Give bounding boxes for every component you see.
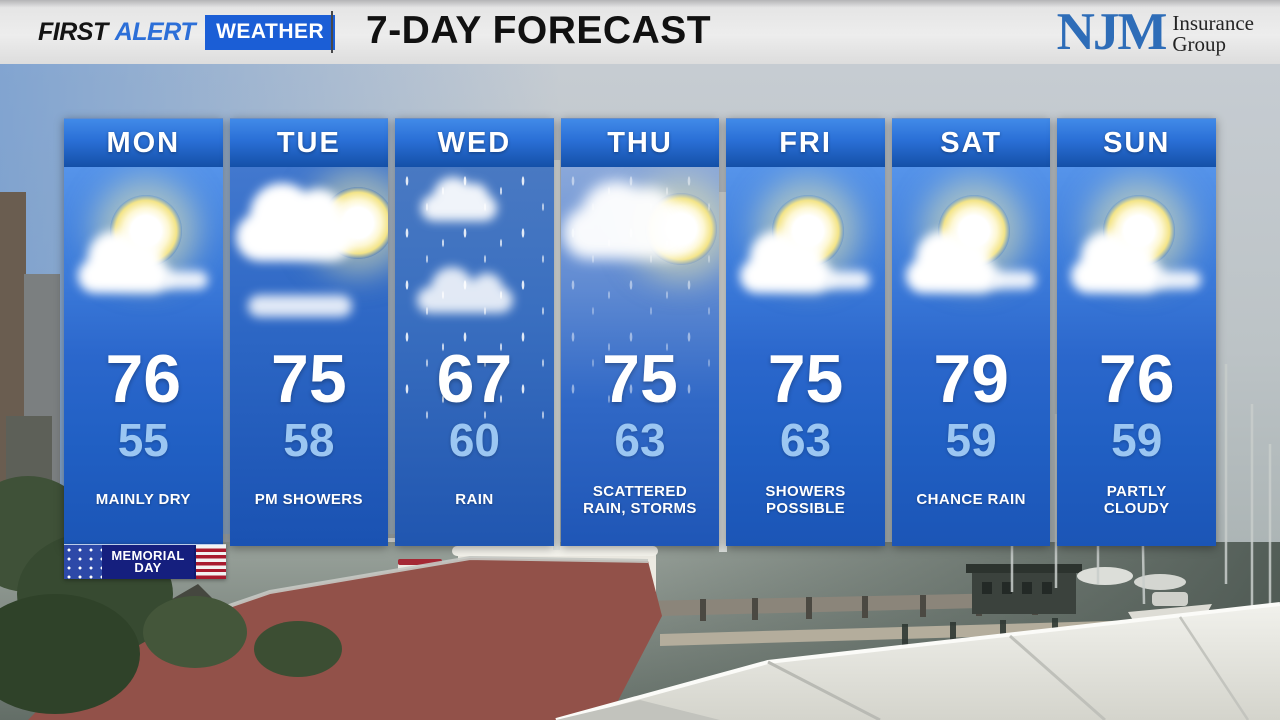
cloud-icon <box>417 267 514 313</box>
forecast-card-fri: FRI 75 63 SHOWERS POSSIBLE <box>726 118 885 546</box>
title-divider <box>331 11 333 53</box>
day-header: WED <box>395 118 554 167</box>
forecast-card-sun: SUN 76 59 PARTLY CLOUDY <box>1057 118 1216 546</box>
day-header: SUN <box>1057 118 1216 167</box>
cloud-icon <box>421 177 498 221</box>
sun-cloud-icon <box>726 167 885 339</box>
sun-cloud-rain-icon <box>560 167 720 407</box>
condition-label: SHOWERS POSSIBLE <box>765 482 846 517</box>
cloud-icon <box>235 183 354 261</box>
low-temp: 60 <box>448 414 500 466</box>
njm-sponsor-logo: NJM Insurance Group <box>1057 6 1254 59</box>
condition-label: CHANCE RAIN <box>916 491 1026 509</box>
cloud-icon <box>1071 231 1164 293</box>
brand-first: FIRST <box>38 17 108 46</box>
day-header: THU <box>560 118 720 167</box>
forecast-card-row: MON 76 55 MAINLY DRY TUE 75 <box>64 118 1216 546</box>
high-temp: 76 <box>105 341 182 417</box>
brick-promenade <box>28 558 662 720</box>
cloud-icon <box>78 231 170 293</box>
low-temp: 63 <box>614 414 666 466</box>
cloud-icon <box>247 295 352 317</box>
low-temp: 55 <box>117 414 169 466</box>
forecast-card-mon: MON 76 55 MAINLY DRY <box>64 118 223 546</box>
condition-label: SCATTERED RAIN, STORMS <box>583 482 697 517</box>
condition-label: PM SHOWERS <box>254 491 363 509</box>
high-temp: 79 <box>933 341 1009 417</box>
header-bar: FIRST ALERT WEATHER 7-DAY FORECAST NJM I… <box>0 0 1280 64</box>
high-temp: 75 <box>271 341 347 417</box>
tent-roofs <box>555 602 1280 720</box>
cloud-icon <box>562 181 691 259</box>
high-temp: 76 <box>1098 341 1175 417</box>
high-temp: 75 <box>602 341 678 417</box>
cloud-icon <box>740 231 833 293</box>
cloud-icon <box>822 271 871 289</box>
day-header: SAT <box>891 118 1051 167</box>
cloud-icon <box>987 271 1036 289</box>
cloud-sun-icon <box>230 167 389 339</box>
low-temp: 63 <box>779 414 832 466</box>
high-temp: 75 <box>767 341 844 417</box>
high-temp: 67 <box>436 341 513 417</box>
cloud-icon <box>905 231 998 293</box>
condition-label: RAIN <box>455 491 494 509</box>
day-header: MON <box>64 118 223 167</box>
day-header: FRI <box>726 118 885 167</box>
memorial-day-banner: MEMORIAL DAY <box>64 544 226 579</box>
low-temp: 59 <box>1111 414 1163 466</box>
houseboat <box>966 564 1082 614</box>
brand-weather-box: WEATHER <box>205 14 336 50</box>
condition-label: PARTLY CLOUDY <box>1103 482 1170 517</box>
njm-subtitle: Insurance Group <box>1172 11 1254 57</box>
flag-poles <box>553 160 727 552</box>
day-header: TUE <box>229 118 389 167</box>
page-title: 7-DAY FORECAST <box>366 9 712 52</box>
low-temp: 59 <box>945 414 997 466</box>
memorial-day-label: MEMORIAL DAY <box>102 545 194 579</box>
forecast-card-sat: SAT 79 59 CHANCE RAIN <box>891 118 1051 546</box>
brand-alert: ALERT <box>114 17 196 46</box>
condition-label: MAINLY DRY <box>95 491 191 509</box>
cloud-icon <box>160 271 208 289</box>
forecast-card-thu: THU 75 63 SCATTERED RAIN, STORMS <box>560 118 720 546</box>
first-alert-weather-logo: FIRST ALERT WEATHER <box>38 0 336 64</box>
forecast-card-tue: TUE 75 58 PM SHOWERS <box>229 118 389 546</box>
njm-initials: NJM <box>1056 3 1168 61</box>
rain-icon <box>395 167 554 427</box>
cloud-icon <box>1153 271 1202 289</box>
sun-cloud-icon <box>1057 167 1216 339</box>
low-temp: 58 <box>283 414 335 466</box>
forecast-card-wed: WED 67 60 RAIN <box>395 118 554 546</box>
sun-cloud-icon <box>892 167 1051 339</box>
sun-cloud-icon <box>64 167 223 339</box>
flag-stripes-icon <box>194 545 226 579</box>
trees <box>0 476 342 714</box>
stars-field-icon <box>64 545 102 579</box>
